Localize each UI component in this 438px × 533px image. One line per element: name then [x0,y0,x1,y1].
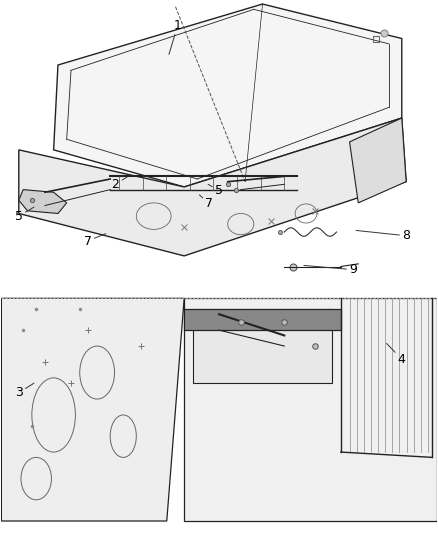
Text: 3: 3 [15,383,34,399]
Polygon shape [184,298,437,521]
Text: 1: 1 [169,19,182,54]
Text: 4: 4 [387,343,406,366]
Text: 5: 5 [208,184,223,197]
Text: 5: 5 [15,207,34,223]
Polygon shape [350,118,406,203]
Polygon shape [19,190,67,214]
Text: 8: 8 [356,229,410,242]
Text: 7: 7 [84,233,106,247]
Polygon shape [193,309,332,383]
Polygon shape [53,4,402,187]
Polygon shape [1,298,184,521]
Text: 7: 7 [199,195,213,211]
Text: 9: 9 [304,263,357,276]
Text: 2: 2 [112,175,130,191]
Polygon shape [19,118,406,256]
Polygon shape [184,309,341,330]
